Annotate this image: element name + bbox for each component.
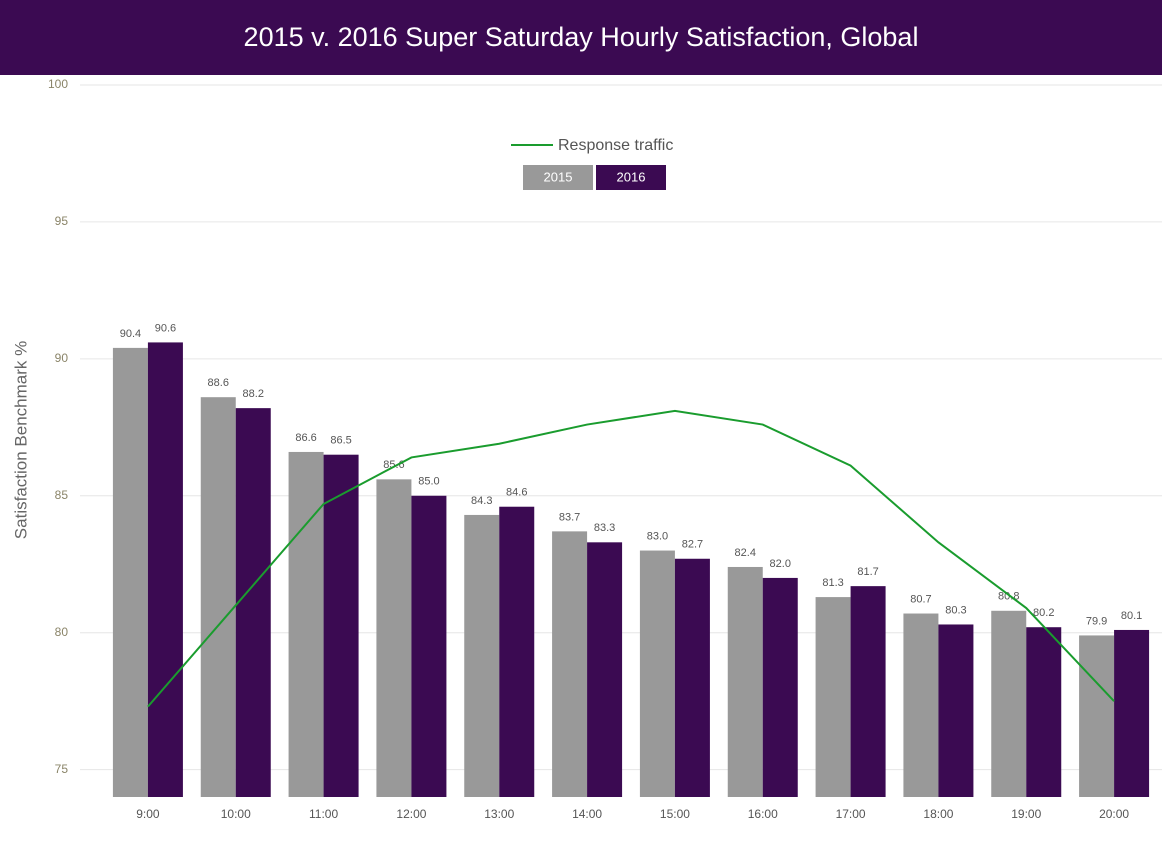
data-label: 90.4 — [120, 328, 141, 340]
data-label: 80.1 — [1121, 610, 1142, 622]
data-label: 83.3 — [594, 522, 615, 534]
data-label: 86.5 — [330, 435, 351, 447]
bar — [1026, 627, 1062, 797]
data-label: 86.6 — [295, 432, 316, 444]
bar — [850, 586, 886, 797]
data-label: 80.3 — [945, 604, 966, 616]
bar — [991, 610, 1027, 797]
legend-swatch[interactable] — [523, 165, 593, 190]
x-tick-label: 13:00 — [484, 807, 514, 821]
bar — [903, 613, 939, 797]
title-bar — [0, 0, 1162, 75]
bar — [938, 624, 974, 797]
bar — [762, 577, 798, 797]
bar — [200, 397, 236, 797]
x-tick-label: 18:00 — [923, 807, 953, 821]
data-label: 81.3 — [822, 577, 843, 589]
x-tick-label: 10:00 — [221, 807, 251, 821]
data-label: 85.0 — [418, 476, 439, 488]
bar — [147, 342, 183, 797]
bar — [674, 558, 710, 797]
legend-label: 2016 — [617, 169, 646, 184]
bar — [587, 542, 623, 797]
chart-title: 2015 v. 2016 Super Saturday Hourly Satis… — [244, 22, 919, 52]
data-label: 83.7 — [559, 511, 580, 523]
y-tick-label: 95 — [55, 214, 69, 228]
x-tick-label: 17:00 — [836, 807, 866, 821]
data-label: 88.2 — [243, 388, 264, 400]
y-tick-label: 100 — [48, 77, 68, 91]
data-label: 81.7 — [857, 566, 878, 578]
x-tick-label: 14:00 — [572, 807, 602, 821]
bar — [288, 451, 324, 797]
data-label: 85.6 — [383, 459, 404, 471]
bar — [499, 506, 535, 797]
bar — [1114, 629, 1150, 797]
x-tick-label: 15:00 — [660, 807, 690, 821]
bar — [639, 550, 675, 797]
legend-swatch[interactable] — [596, 165, 666, 190]
bar — [376, 479, 412, 797]
data-label: 82.0 — [770, 558, 791, 570]
x-tick-label: 20:00 — [1099, 807, 1129, 821]
y-tick-label: 75 — [55, 762, 69, 776]
bar — [727, 566, 763, 797]
bar — [411, 495, 447, 797]
bar — [552, 531, 588, 797]
data-label: 84.3 — [471, 495, 492, 507]
legend-label: Response traffic — [558, 137, 673, 154]
bar — [323, 454, 359, 797]
x-tick-label: 9:00 — [136, 807, 160, 821]
bar — [112, 347, 148, 797]
line — [147, 409, 1115, 708]
bar — [1079, 635, 1115, 797]
bar — [464, 514, 500, 797]
data-label: 82.4 — [735, 547, 756, 559]
x-tick-label: 11:00 — [309, 807, 338, 821]
bar — [815, 597, 851, 797]
data-label: 80.7 — [910, 593, 931, 605]
x-tick-label: 19:00 — [1011, 807, 1041, 821]
y-tick-label: 80 — [55, 625, 69, 639]
y-tick-label: 85 — [55, 488, 69, 502]
x-tick-label: 16:00 — [748, 807, 778, 821]
data-label: 80.2 — [1033, 607, 1054, 619]
data-label: 82.7 — [682, 539, 703, 551]
bar — [235, 408, 271, 797]
data-label: 79.9 — [1086, 615, 1107, 627]
y-tick-label: 90 — [55, 351, 69, 365]
data-label: 83.0 — [647, 530, 668, 542]
data-label: 90.6 — [155, 322, 176, 334]
data-label: 88.6 — [208, 377, 229, 389]
y-axis-label: Satisfaction Benchmark % — [11, 341, 30, 539]
x-tick-label: 12:00 — [396, 807, 426, 821]
data-label: 84.6 — [506, 487, 527, 499]
legend-label: 2015 — [544, 169, 573, 184]
